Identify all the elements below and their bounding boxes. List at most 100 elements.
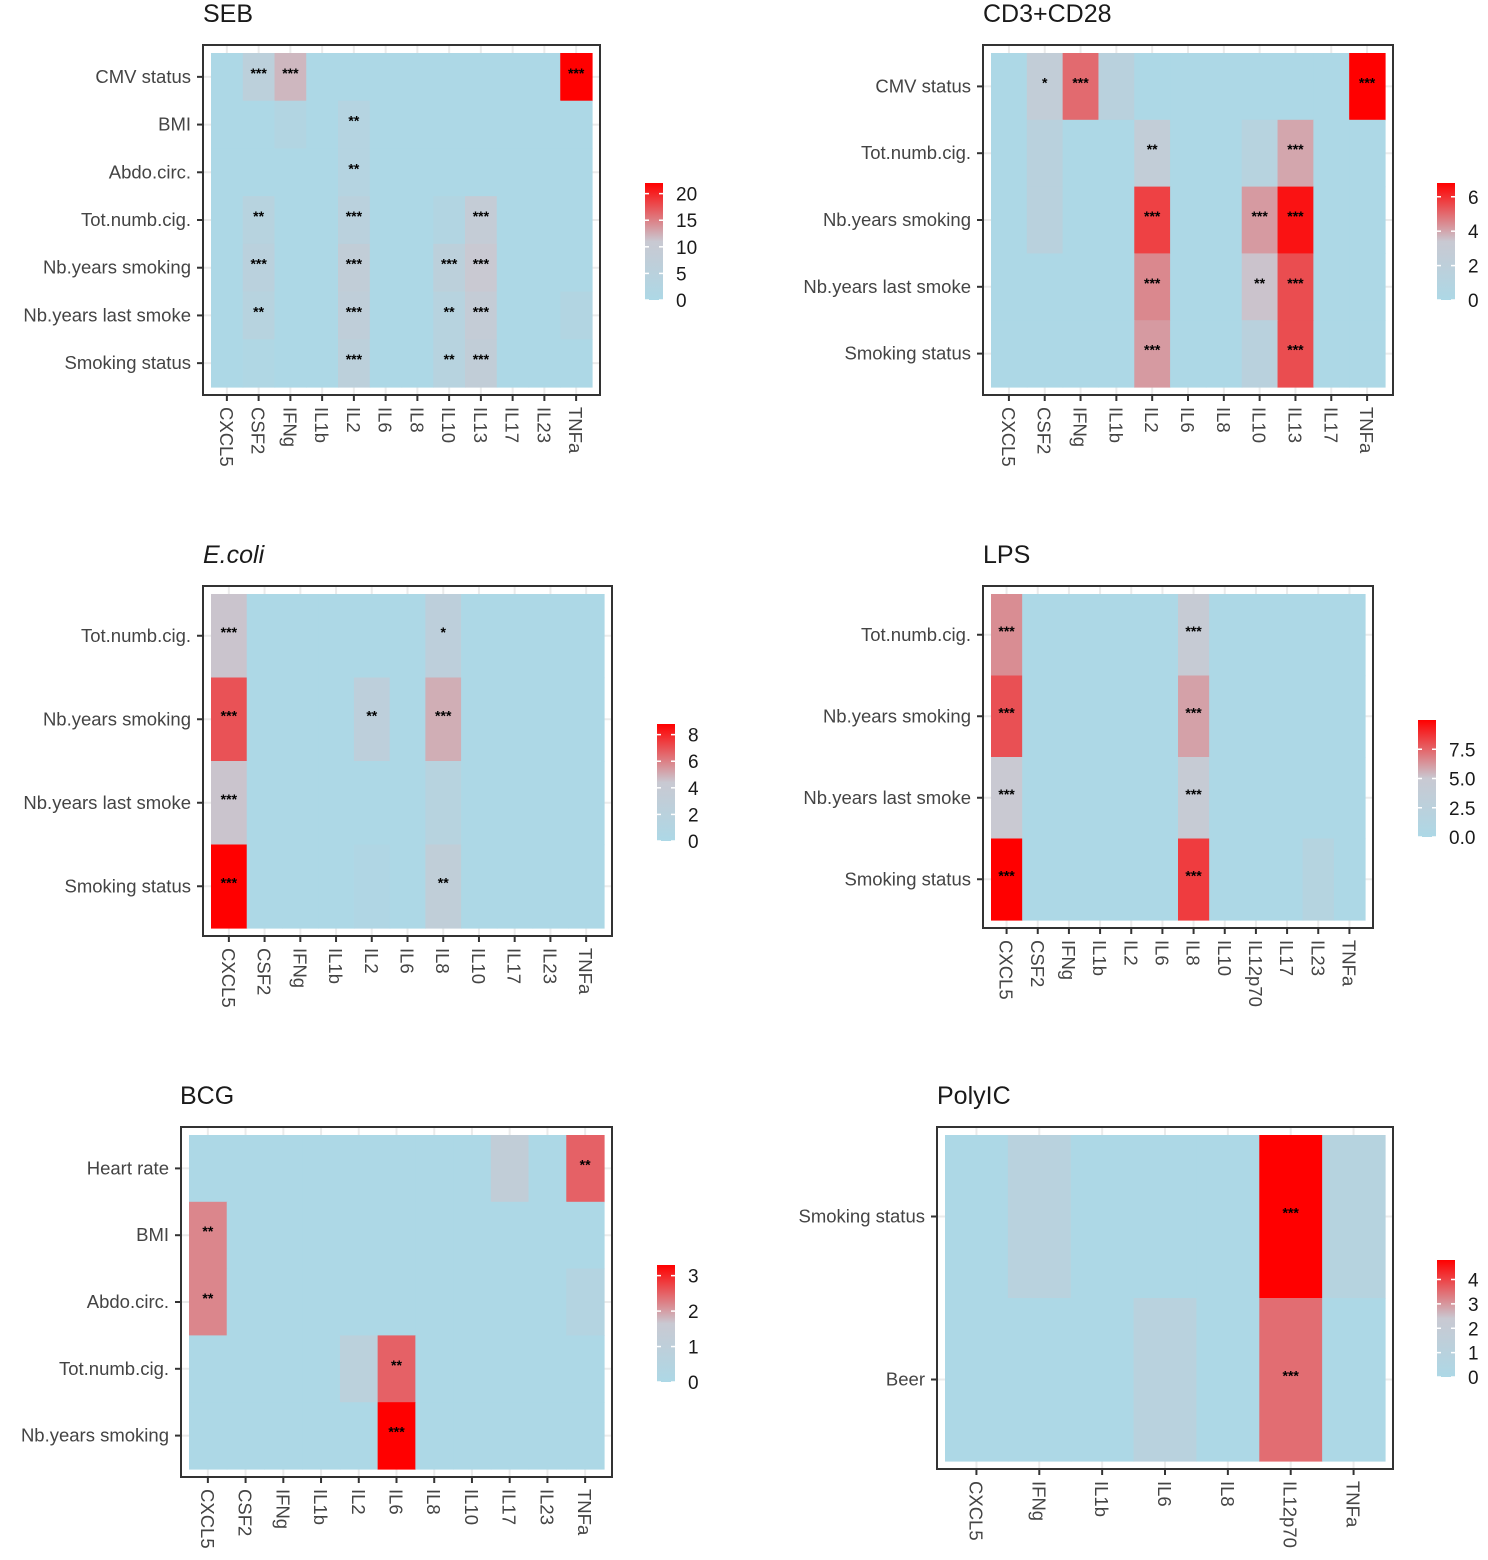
heatmap-cell — [338, 148, 371, 197]
x-tick-label: IFNg — [1058, 940, 1079, 980]
heatmap-cell — [1277, 53, 1314, 121]
heatmap-cell — [389, 844, 426, 929]
y-tick-label: Heart rate — [87, 1157, 169, 1178]
heatmap-cell — [1133, 1298, 1198, 1462]
y-tick-label: Tot.numb.cig. — [59, 1358, 169, 1379]
y-tick-label: Tot.numb.cig. — [81, 625, 191, 646]
legend-bar — [1418, 720, 1436, 837]
heatmap-cell — [465, 243, 498, 293]
heatmap-cell — [211, 243, 244, 293]
heatmap-cell — [560, 100, 593, 150]
heatmap-cell — [353, 594, 391, 679]
x-tick-label: CSF2 — [1034, 407, 1055, 454]
heatmap-cell — [211, 677, 248, 762]
heatmap-cell — [1302, 675, 1335, 758]
y-tick-label: Nb.years smoking — [823, 705, 971, 726]
heatmap-cell — [532, 761, 569, 846]
heatmap-cell — [306, 243, 339, 293]
heatmap-cell — [264, 1201, 303, 1270]
x-tick-label: IL8 — [432, 948, 453, 974]
heatmap-cell — [242, 100, 276, 150]
significance-stars: ** — [1254, 275, 1265, 291]
heatmap-cell — [1134, 320, 1171, 388]
heatmap-cell — [991, 53, 1028, 121]
heatmap-cell — [532, 844, 569, 929]
x-tick-label: IL1b — [1105, 407, 1126, 443]
heatmap-cell — [991, 594, 1023, 677]
heatmap-cell — [433, 100, 466, 150]
heatmap-panel-0: SEB*** *** ********* *** ****** *** *** ***** **… — [23, 0, 697, 467]
legend-label: 7.5 — [1449, 740, 1475, 761]
heatmap-cell — [377, 1402, 416, 1470]
heatmap-cell — [433, 53, 466, 102]
heatmap-cell — [528, 1135, 567, 1203]
heatmap-cell — [528, 339, 561, 388]
heatmap-cell — [1349, 119, 1386, 188]
significance-stars: *** — [1072, 74, 1089, 90]
legend-label: 10 — [676, 238, 697, 259]
heatmap-cell — [528, 1268, 567, 1336]
color-legend: 0 5 10 15 20 — [645, 183, 697, 312]
heatmap-cell — [264, 1402, 303, 1470]
heatmap-cell — [528, 100, 561, 150]
x-tick-label: IL2 — [343, 407, 364, 433]
heatmap-cell — [528, 53, 561, 102]
heatmap-cell — [318, 761, 355, 846]
heatmap-cell — [461, 844, 498, 929]
heatmap-cell — [1146, 675, 1179, 758]
heatmap-cell — [490, 1201, 530, 1270]
heatmap-cell — [246, 677, 284, 762]
heatmap-cell — [1209, 675, 1241, 758]
heatmap-cell — [532, 677, 569, 762]
heatmap-cell — [189, 1135, 228, 1203]
heatmap-cell — [415, 1335, 454, 1403]
significance-stars: *** — [221, 874, 238, 890]
heatmap-cell — [465, 339, 498, 388]
heatmap-cell — [1205, 320, 1243, 388]
heatmap-cell — [242, 291, 276, 340]
heatmap-cell — [1098, 53, 1135, 121]
heatmap-cell — [1241, 320, 1279, 388]
heatmap-cell — [1241, 53, 1279, 121]
heatmap-cell — [453, 1268, 492, 1336]
heatmap-cell — [496, 677, 534, 762]
heatmap-cell — [282, 594, 319, 679]
heatmap-cell — [211, 844, 248, 929]
heatmap-cell — [226, 1135, 266, 1203]
heatmap-cell — [369, 243, 403, 293]
heatmap-cell — [496, 148, 530, 197]
significance-stars: *** — [1287, 141, 1304, 157]
heatmap-cell — [1115, 757, 1148, 840]
heatmap-cell — [302, 1268, 341, 1336]
heatmap-cell — [1209, 594, 1241, 677]
heatmap-cell — [461, 761, 498, 846]
significance-stars: *** — [1185, 786, 1202, 802]
heatmap-cell — [528, 1335, 567, 1403]
significance-stars: *** — [473, 351, 490, 367]
heatmap-cell — [560, 291, 593, 340]
heatmap-cell — [1053, 757, 1086, 840]
heatmap-cell — [369, 53, 403, 102]
significance-stars: *** — [346, 208, 363, 224]
significance-stars: *** — [998, 867, 1015, 883]
heatmap-cell — [306, 100, 339, 150]
heatmap-cell — [282, 844, 319, 929]
legend-label: 5 — [676, 264, 687, 285]
significance-stars: ** — [438, 874, 449, 890]
heatmap-panel-5: PolyIC *** *** Smoking status Beer CXCL5 IFNg I… — [799, 1082, 1479, 1548]
heatmap-cell — [1178, 675, 1210, 758]
heatmap-cell — [318, 594, 355, 679]
heatmap-cell — [1349, 186, 1386, 254]
x-tick-label: IL1b — [1091, 1481, 1112, 1517]
heatmap-cell — [389, 594, 426, 679]
heatmap-cell — [377, 1268, 416, 1336]
significance-stars: *** — [346, 256, 363, 272]
heatmap-cell — [1146, 757, 1179, 840]
heatmap-cell — [1313, 119, 1350, 188]
heatmap-cell — [246, 761, 284, 846]
heatmap-cell — [1277, 186, 1314, 254]
heatmap-cell — [377, 1335, 416, 1403]
y-tick-label: CMV status — [875, 75, 971, 96]
heatmap-cell — [1241, 186, 1279, 254]
panel-title: BCG — [180, 1082, 234, 1110]
